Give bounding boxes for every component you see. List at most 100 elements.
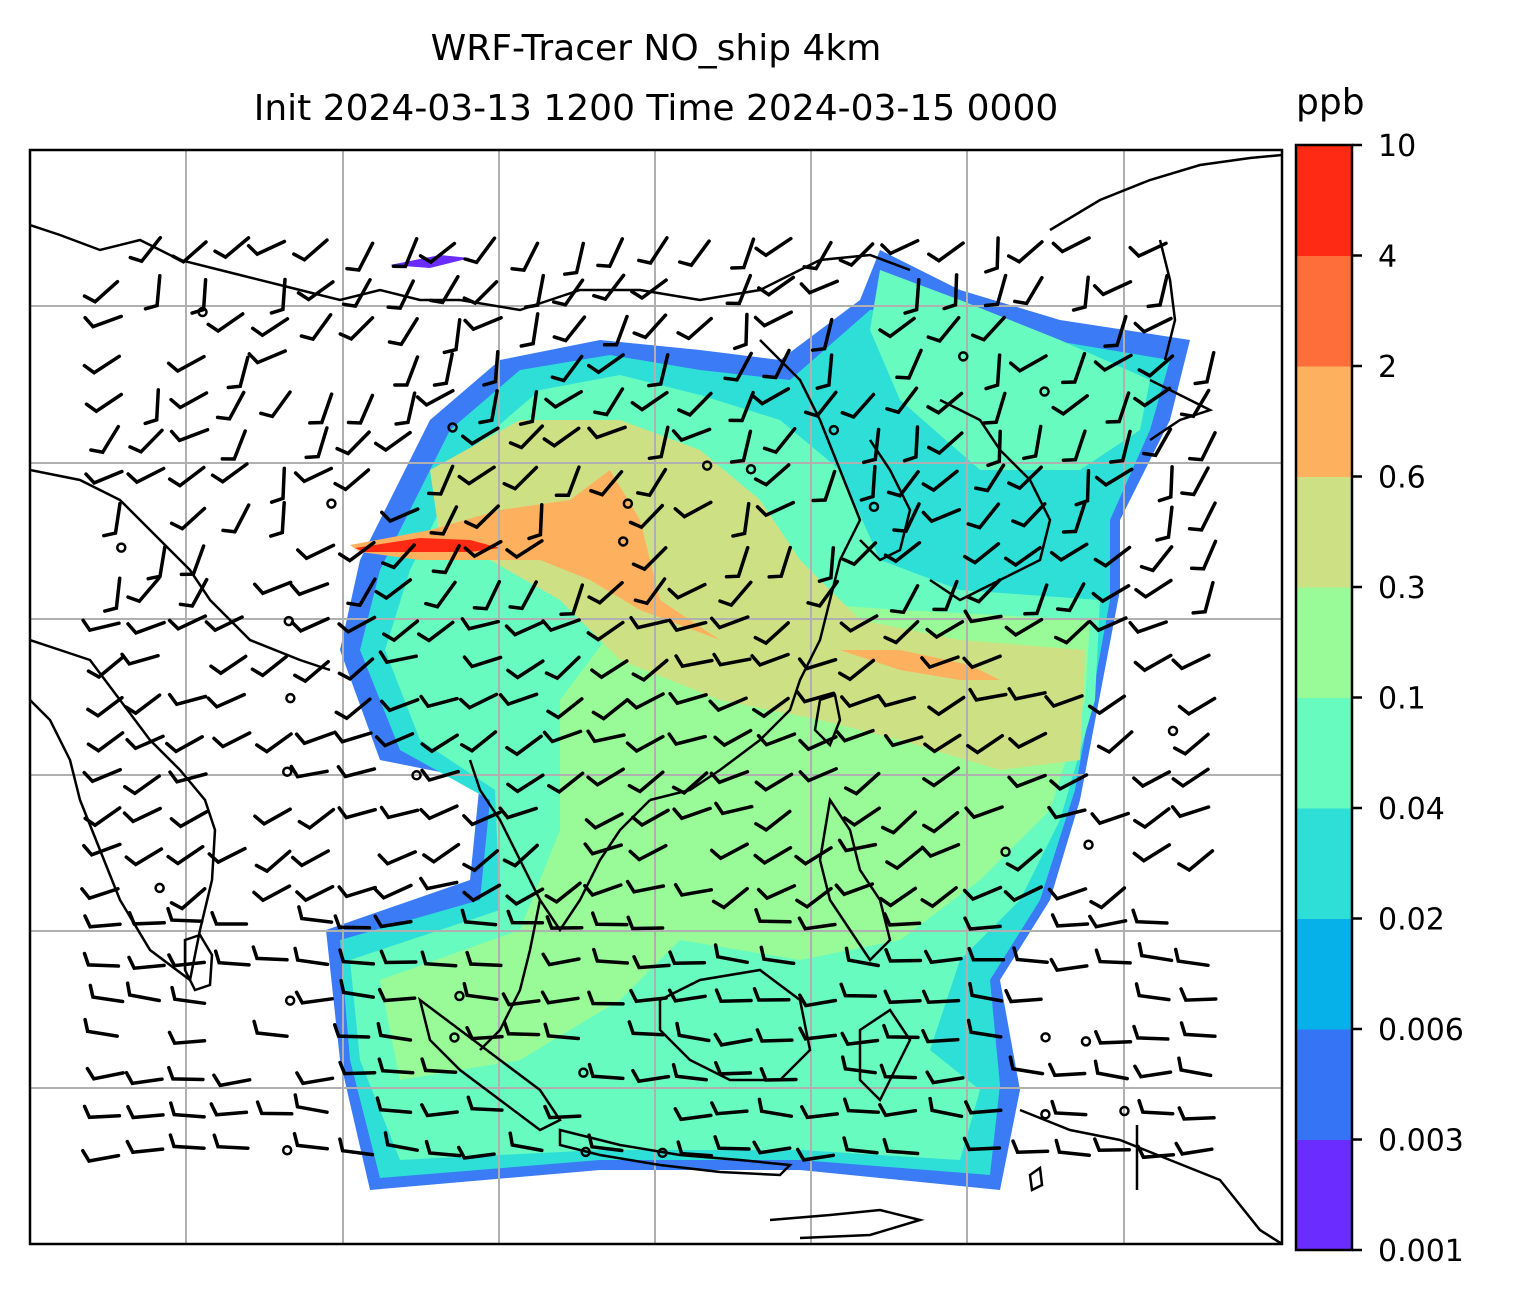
wind-barb <box>806 579 840 608</box>
wind-barb <box>1177 1106 1216 1121</box>
wind-calm-marker <box>958 351 969 362</box>
wind-barb <box>255 1100 294 1116</box>
wind-barb <box>754 809 792 833</box>
wind-barb <box>883 733 924 748</box>
wind-barb <box>1005 848 1043 872</box>
wind-calm-marker <box>1039 386 1050 397</box>
wind-barb <box>759 1067 798 1082</box>
wind-barb <box>754 908 792 924</box>
wind-barb <box>843 771 881 796</box>
wind-barb <box>462 849 500 873</box>
wind-barb <box>962 654 1002 670</box>
wind-barb <box>724 545 750 579</box>
wind-calm-marker <box>449 1032 460 1043</box>
wind-barb <box>587 580 624 605</box>
wind-barb <box>292 238 329 262</box>
wind-barb <box>508 424 545 450</box>
wind-barb <box>962 885 1003 902</box>
wind-barb <box>289 582 330 597</box>
wind-barb <box>752 987 791 1002</box>
wind-barb <box>128 428 164 454</box>
wind-barb <box>552 315 587 343</box>
wind-barb <box>632 955 671 970</box>
wind-barb <box>923 733 962 754</box>
wind-calm-marker <box>580 1146 591 1158</box>
wind-barb <box>628 843 668 862</box>
tracer-field <box>326 250 1190 1190</box>
wind-barb <box>86 695 124 718</box>
wind-barb <box>982 391 1007 425</box>
wind-calm-marker <box>154 882 165 894</box>
wind-barb <box>797 916 837 931</box>
wind-barb <box>378 650 418 665</box>
wind-barb <box>718 580 753 608</box>
wind-barb <box>122 806 162 824</box>
wind-barb <box>883 540 922 564</box>
coastline-borneo <box>658 968 812 1082</box>
wind-barb <box>629 988 668 1004</box>
wind-barb <box>337 540 376 563</box>
wind-barb <box>1133 1064 1173 1079</box>
wind-barb <box>731 501 751 538</box>
wind-barb <box>752 1140 792 1155</box>
wind-barb <box>422 842 461 864</box>
wind-calm-marker <box>1040 1032 1051 1043</box>
wind-barb <box>966 502 1001 530</box>
wind-barb <box>675 1021 711 1043</box>
wind-barb <box>672 806 712 821</box>
wind-barb <box>1004 988 1043 1004</box>
wind-barb <box>1049 957 1089 973</box>
wind-barb <box>294 990 334 1005</box>
wind-barb <box>123 693 162 716</box>
wind-barb <box>1090 811 1130 826</box>
wind-barb <box>374 732 415 748</box>
wind-barb <box>169 887 207 911</box>
wind-barb <box>1094 467 1134 488</box>
wind-barb <box>1093 1059 1129 1081</box>
wind-barb <box>1193 350 1216 386</box>
wind-barb <box>673 500 713 519</box>
wind-barb <box>1074 469 1091 507</box>
wind-barb <box>102 501 122 538</box>
wind-barb <box>544 655 581 681</box>
wind-barb <box>510 241 540 272</box>
wind-barb <box>338 1137 375 1157</box>
wind-barb <box>293 466 334 484</box>
wind-barb <box>168 1133 206 1150</box>
wind-barb <box>1180 466 1210 497</box>
wind-barb <box>593 387 625 417</box>
wind-barb <box>83 914 122 929</box>
wind-barb <box>1094 1030 1133 1045</box>
wind-calm-marker <box>1119 1105 1130 1117</box>
wind-barb <box>921 469 959 493</box>
wind-barb <box>82 842 122 857</box>
wind-barb <box>506 659 545 680</box>
wind-barb <box>928 1096 964 1119</box>
wind-barb <box>1053 620 1091 645</box>
wind-barb <box>962 542 1001 565</box>
wind-barb <box>1023 583 1049 616</box>
wind-barb <box>143 388 161 426</box>
wind-barb <box>817 546 836 583</box>
wind-barb <box>708 696 748 713</box>
wind-barb <box>800 1105 839 1120</box>
wind-barb <box>757 275 796 297</box>
wind-barb <box>169 427 210 443</box>
wind-barb <box>1137 942 1174 963</box>
wind-barb <box>647 425 670 461</box>
wind-barb <box>169 391 209 410</box>
wind-barb <box>878 1103 918 1118</box>
wind-barb <box>636 467 668 498</box>
wind-barb <box>838 242 875 268</box>
wind-barb <box>709 769 750 785</box>
wind-barb <box>674 654 714 669</box>
wind-barb <box>1088 616 1128 633</box>
wind-barb <box>80 887 120 901</box>
wind-barb <box>465 1025 504 1041</box>
wind-barb <box>889 584 920 615</box>
wind-barb <box>545 915 584 930</box>
wind-barb <box>83 314 123 329</box>
wind-barb <box>647 353 670 388</box>
wind-barb <box>209 654 248 676</box>
wind-barb <box>751 387 791 406</box>
